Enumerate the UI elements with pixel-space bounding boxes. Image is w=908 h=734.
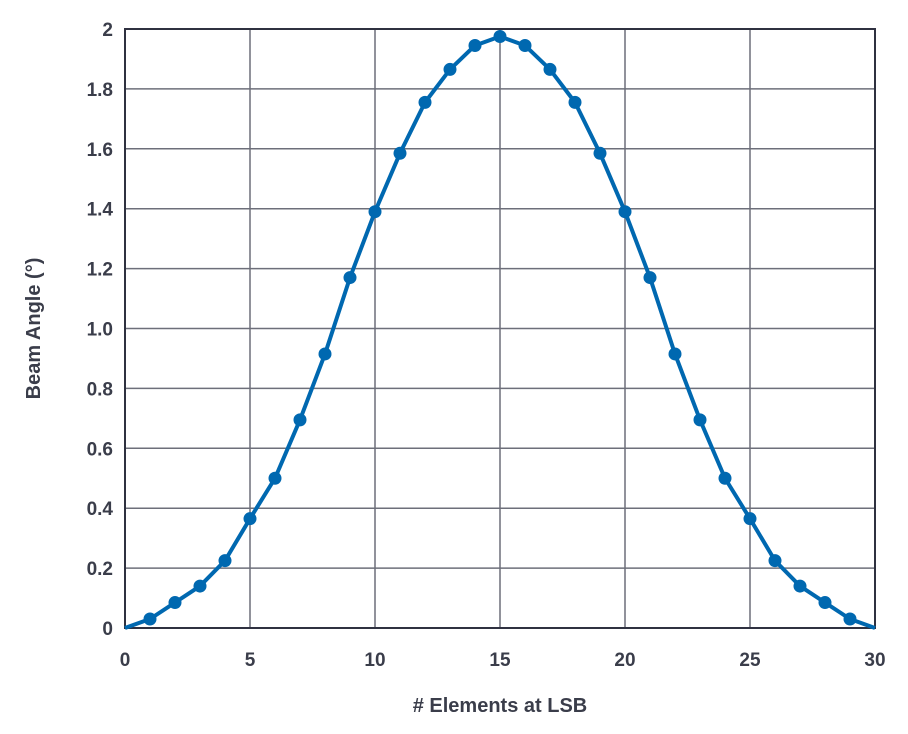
- data-point: [668, 347, 682, 361]
- data-point: [543, 62, 557, 76]
- data-point: [568, 95, 582, 109]
- data-point: [218, 554, 232, 568]
- plot-frame: [124, 28, 876, 629]
- data-point: [518, 38, 532, 52]
- x-tick-label: 5: [245, 650, 256, 671]
- data-point: [368, 205, 382, 219]
- y-tick-label: 0.6: [87, 439, 113, 460]
- x-tick-label: 0: [120, 650, 131, 671]
- data-point: [443, 62, 457, 76]
- x-tick-label: 30: [864, 650, 885, 671]
- y-tick-label: 0: [102, 619, 113, 640]
- y-tick-label: 1.4: [87, 200, 114, 221]
- y-tick-label: 1.6: [87, 140, 113, 161]
- y-tick-label: 0.2: [87, 559, 113, 580]
- x-tick-label: 10: [364, 650, 385, 671]
- data-point: [493, 29, 507, 43]
- data-point: [793, 579, 807, 593]
- y-tick-label: 1.2: [87, 260, 113, 281]
- x-tick-labels: 0 5 10 15 20 25 30: [120, 650, 886, 671]
- data-point: [643, 271, 657, 285]
- y-tick-label: 2: [102, 20, 113, 41]
- x-tick-label: 20: [614, 650, 635, 671]
- data-point: [343, 271, 357, 285]
- data-point: [268, 471, 282, 485]
- x-axis-label: # Elements at LSB: [413, 695, 588, 717]
- y-tick-label: 0.4: [87, 499, 114, 520]
- data-point: [768, 554, 782, 568]
- data-point: [143, 612, 157, 626]
- y-tick-label: 0.8: [87, 379, 113, 400]
- x-tick-label: 25: [739, 650, 761, 671]
- data-point: [593, 146, 607, 160]
- data-point: [293, 413, 307, 427]
- data-point: [843, 612, 857, 626]
- data-series: [124, 29, 876, 630]
- data-point: [393, 146, 407, 160]
- data-point: [318, 347, 332, 361]
- y-axis-label: Beam Angle (°): [23, 258, 45, 400]
- data-point: [193, 579, 207, 593]
- data-point: [243, 512, 257, 526]
- x-tick-label: 15: [489, 650, 511, 671]
- data-point: [468, 38, 482, 52]
- data-point: [693, 413, 707, 427]
- data-point: [618, 205, 632, 219]
- y-tick-label: 1.8: [87, 80, 113, 101]
- data-point: [168, 596, 182, 610]
- y-tick-label: 1.0: [87, 320, 113, 341]
- y-tick-labels: 0 0.2 0.4 0.6 0.8 1.0 1.2 1.4 1.6 1.8 2: [87, 20, 114, 640]
- data-point: [718, 471, 732, 485]
- data-point: [418, 95, 432, 109]
- data-point: [743, 512, 757, 526]
- data-point: [818, 596, 832, 610]
